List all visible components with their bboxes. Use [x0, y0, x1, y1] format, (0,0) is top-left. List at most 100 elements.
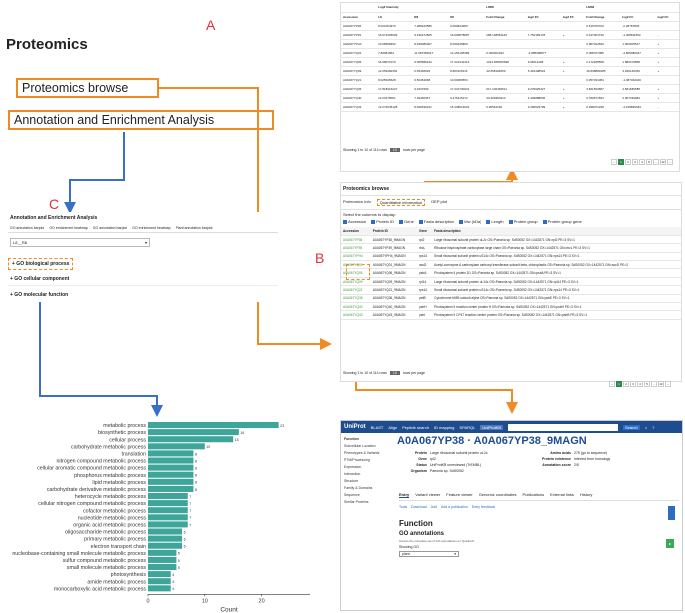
page-button[interactable]: 2	[625, 159, 631, 165]
quant-col-header[interactable]: S8	[448, 12, 485, 22]
uniprot-tool-button[interactable]: Download	[411, 505, 427, 509]
page-button[interactable]: 4	[637, 381, 643, 387]
menu-proteomics-browse[interactable]: Proteomics browse	[16, 78, 159, 98]
uniprot-search-tag[interactable]: UniProtKB	[480, 424, 504, 430]
menu-annotation-enrichment[interactable]: Annotation and Enrichment Analysis	[8, 110, 274, 130]
page-button[interactable]: …	[651, 381, 657, 387]
uniprot-tab[interactable]: Entry	[399, 492, 410, 498]
annotation-select[interactable]: L8__R8 ▾	[10, 238, 150, 247]
column-checkbox[interactable]: Length	[486, 219, 504, 224]
uniprot-search-button[interactable]: Search	[623, 424, 640, 430]
quant-col-header[interactable]: log2 FC	[655, 12, 679, 22]
accession-link[interactable]: A0A067YQ36	[341, 294, 371, 304]
uniprot-sidebar-item[interactable]: Expression	[344, 464, 362, 469]
page-button[interactable]: 3	[630, 381, 636, 387]
accession-link[interactable]: A0A067YQ21	[341, 285, 371, 295]
page-button[interactable]: ‹	[609, 381, 615, 387]
uniprot-logo[interactable]: UniProt	[344, 424, 366, 430]
page-button[interactable]: 5	[644, 381, 650, 387]
uniprot-sidebar-item[interactable]: Similar Proteins	[344, 499, 369, 504]
accession-link[interactable]: A0A067YP39	[341, 243, 371, 253]
uniprot-tab[interactable]: Genomic coordinates	[478, 492, 517, 497]
quant-col-header[interactable]: Accession	[341, 12, 377, 22]
uniprot-search-input[interactable]	[508, 423, 619, 431]
browse-per-page-select[interactable]: 10	[389, 371, 400, 375]
uniprot-tool-button[interactable]: Add	[430, 505, 437, 509]
column-checkbox[interactable]: Mw (kDa)	[459, 219, 481, 224]
accession-link[interactable]: A0A067YPH4	[341, 252, 371, 262]
uniprot-nav-sparql[interactable]: SPARQL	[459, 424, 476, 430]
quant-col-header[interactable]: log2 FC	[525, 12, 561, 22]
annotation-tab[interactable]: GO enrichment heatmap	[132, 226, 171, 230]
tab-oep-plot[interactable]: OEP plot	[431, 199, 447, 204]
quant-col-header[interactable]: R8	[412, 12, 449, 22]
uniprot-sidebar-item[interactable]: Phenotypes & Variants	[344, 450, 380, 455]
uniprot-sidebar-item[interactable]: Subcellular Location	[344, 443, 376, 448]
uniprot-sidebar-item[interactable]: Function	[344, 436, 359, 441]
go-biological-process-toggle[interactable]: + GO biological process	[8, 258, 74, 270]
annotation-tab[interactable]: GO enrichment heatmap	[49, 226, 88, 230]
column-checkbox[interactable]: Protein ID	[371, 219, 394, 224]
accession-link[interactable]: A0A067YQ09	[341, 277, 371, 287]
tab-quantitative-information[interactable]: Quantitative information	[376, 199, 426, 206]
page-button[interactable]: 1	[618, 159, 624, 165]
uniprot-nav-blast[interactable]: BLAST	[370, 424, 384, 430]
page-button[interactable]: 4	[639, 159, 645, 165]
page-button[interactable]: 12	[660, 159, 666, 165]
accession-link[interactable]: A0A067YQ40	[341, 302, 371, 312]
column-checkbox[interactable]: Protein group	[508, 219, 538, 224]
column-checkbox[interactable]: Accession	[343, 219, 366, 224]
help-icon[interactable]: ?	[652, 424, 655, 430]
uniprot-tool-button[interactable]: Entry feedback	[471, 505, 496, 509]
uniprot-sidebar-item[interactable]: Family & Domains	[344, 485, 373, 490]
page-button[interactable]: ‹	[611, 159, 617, 165]
quant-col-header[interactable]: log2 FC	[620, 12, 656, 22]
tab-proteomics-info[interactable]: Proteomics Info	[343, 199, 371, 204]
uniprot-tab[interactable]: External links	[550, 492, 574, 497]
quant-per-page-select[interactable]: 10	[389, 148, 400, 152]
uniprot-sidebar-item[interactable]: Interaction	[344, 471, 361, 476]
column-checkbox[interactable]: Gene	[399, 219, 414, 224]
browse-col-header[interactable]: Fasta description	[432, 227, 681, 236]
page-button[interactable]: 2	[623, 381, 629, 387]
annotation-tab[interactable]: GO annotation barplot	[92, 226, 128, 230]
uniprot-sidebar-item[interactable]: Structure	[344, 478, 359, 483]
uniprot-tool-button[interactable]: Add a publication	[440, 505, 468, 509]
expand-icon[interactable]: ▸	[666, 539, 674, 548]
uniprot-nav-peptide[interactable]: Peptide search	[402, 424, 429, 430]
page-button[interactable]: 12	[658, 381, 664, 387]
go-molecular-function-toggle[interactable]: + GO molecular function	[10, 292, 69, 298]
browse-col-header[interactable]: Gene	[417, 227, 433, 236]
page-button[interactable]: 5	[646, 159, 652, 165]
column-checkbox[interactable]: Fasta description	[418, 219, 454, 224]
browse-col-header[interactable]: Accession	[341, 227, 371, 236]
annotation-tab[interactable]: Plant annotation barplot	[175, 226, 213, 230]
feedback-tab[interactable]	[668, 506, 675, 520]
uniprot-nav-align[interactable]: Align	[388, 424, 398, 430]
page-button[interactable]: ›	[667, 159, 673, 165]
uniprot-tab[interactable]: History	[579, 492, 593, 497]
browse-col-header[interactable]: Protein ID	[370, 227, 418, 236]
quant-col-header[interactable]: L8	[376, 12, 413, 22]
accession-link[interactable]: A0A067YP38	[341, 235, 371, 245]
uniprot-tab[interactable]: Feature viewer	[446, 492, 473, 497]
page-button[interactable]: ›	[665, 381, 671, 387]
quant-col-header[interactable]: Fold Change	[584, 12, 621, 22]
quant-col-header[interactable]: Fold Change	[484, 12, 526, 22]
column-checkbox[interactable]: Protein group gene	[542, 219, 582, 224]
uniprot-tab[interactable]: Publications	[522, 492, 545, 497]
annotation-tab[interactable]: GO annotation barplot	[10, 226, 45, 230]
uniprot-sidebar-item[interactable]: Sequence	[344, 492, 360, 497]
uniprot-tab[interactable]: Variant viewer	[415, 492, 441, 497]
uniprot-nav-idmapping[interactable]: ID mapping	[433, 424, 455, 430]
go-species-select[interactable]: plant ▾	[399, 551, 459, 557]
page-button[interactable]: 1	[616, 381, 622, 387]
quant-col-header[interactable]: log2 FC	[560, 12, 585, 22]
accession-link[interactable]: A0A067YQ06	[341, 268, 371, 278]
uniprot-tool-button[interactable]: Tools	[399, 505, 408, 509]
basket-icon[interactable]: ⌂	[644, 424, 648, 430]
accession-link[interactable]: A0A067YQ43	[341, 310, 371, 320]
page-button[interactable]: …	[653, 159, 659, 165]
go-cellular-component-toggle[interactable]: + GO cellular component	[8, 270, 278, 286]
uniprot-sidebar-item[interactable]: PTM/Processing	[344, 457, 370, 462]
